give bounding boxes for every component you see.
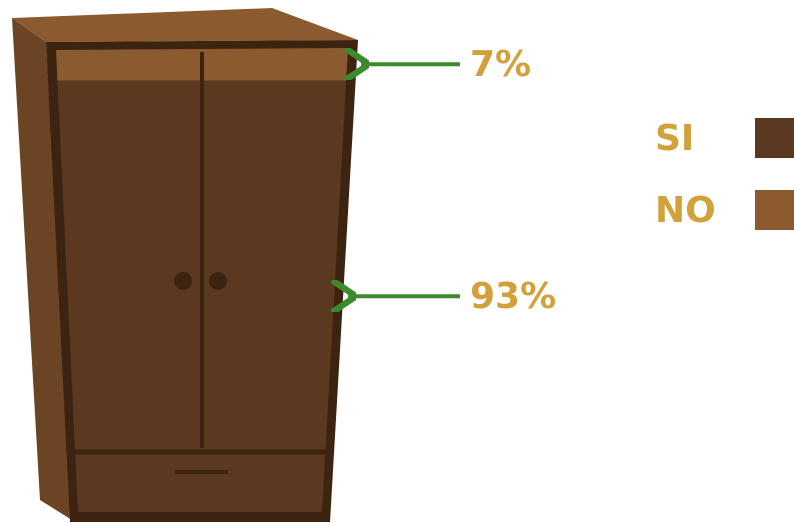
value-label: 93% xyxy=(470,276,556,317)
legend-label: NO xyxy=(655,190,716,231)
fill-group xyxy=(56,48,348,512)
legend-label: SI xyxy=(655,118,694,159)
wardrobe-details xyxy=(72,52,326,474)
fill-segment xyxy=(56,80,348,512)
legend-swatch xyxy=(755,190,794,230)
knob xyxy=(174,272,192,290)
wardrobe-side xyxy=(12,18,72,520)
value-label: 7% xyxy=(470,44,531,85)
legend-swatch xyxy=(755,118,794,158)
wardrobe-top xyxy=(12,8,358,42)
knob xyxy=(209,272,227,290)
fill-segment xyxy=(56,48,348,81)
